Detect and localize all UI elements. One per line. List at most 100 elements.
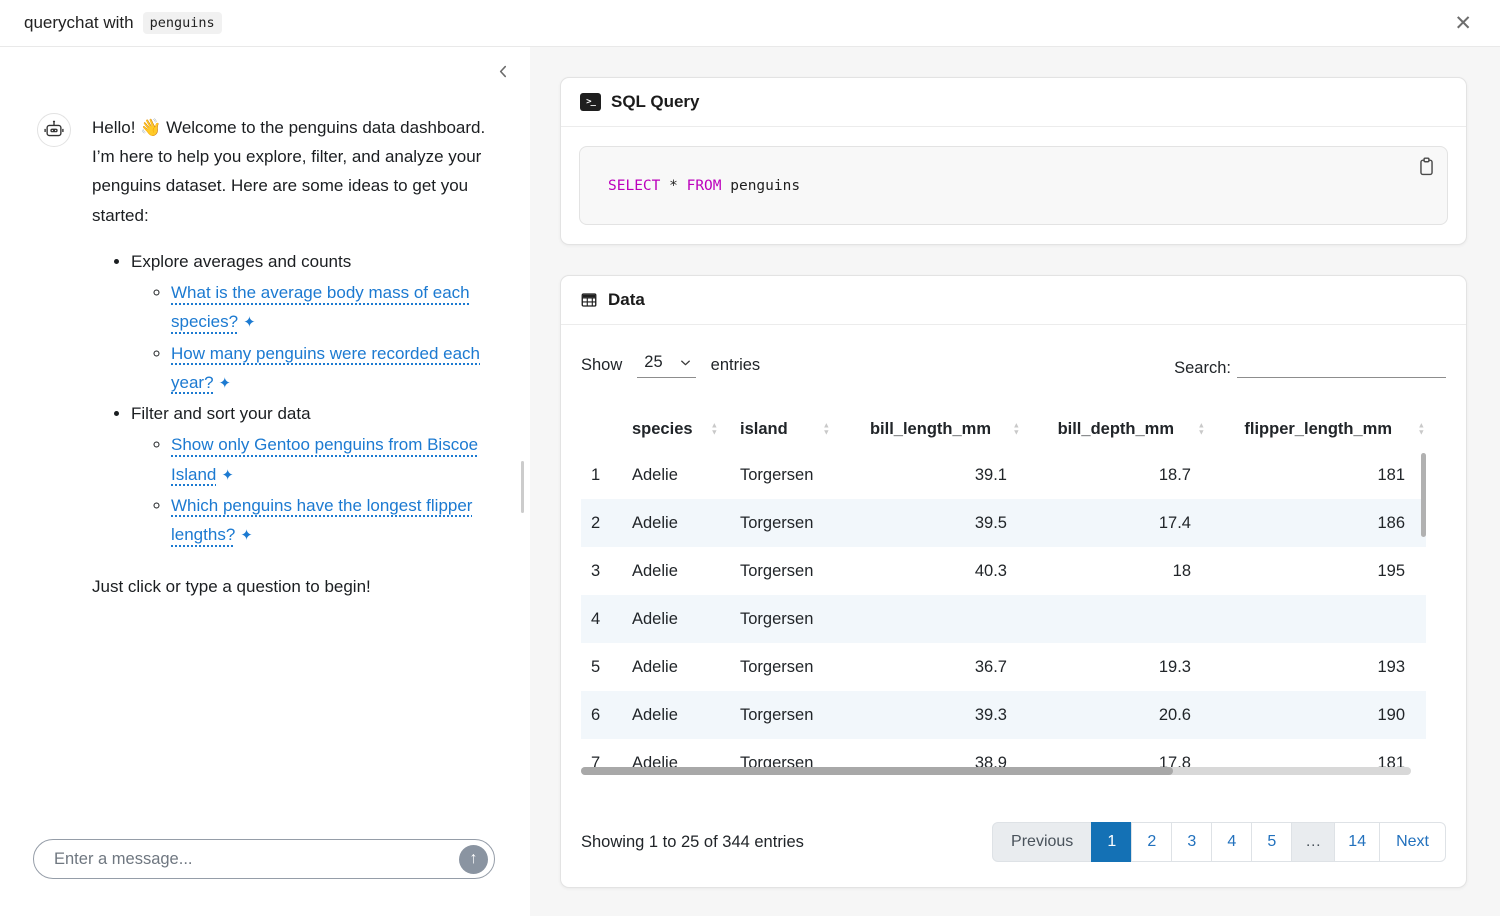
page-length-control: Show 25 entries [581, 353, 760, 378]
table-cell: 39.3 [974, 705, 1007, 724]
table-cell: Adelie [632, 513, 678, 532]
chat-message-input[interactable] [52, 848, 459, 870]
table-cell: Torgersen [740, 753, 814, 768]
page-button-previous: Previous [992, 822, 1093, 862]
send-message-button[interactable]: ↑ [459, 844, 488, 874]
search-label: Search: [1174, 359, 1231, 377]
search-input[interactable] [1237, 352, 1446, 378]
column-header-label: bill_length_mm [869, 419, 991, 438]
sql-card-body: SELECT * FROM penguins [561, 127, 1466, 244]
suggestion-item: What is the average body mass of each sp… [171, 278, 506, 336]
table-cell: Adelie [632, 561, 678, 580]
table-cell: 193 [1377, 657, 1405, 676]
table-cell: Adelie [632, 609, 678, 628]
column-header-species[interactable]: species ▲ ▼ [631, 407, 719, 451]
sort-icon: ▲ ▼ [1417, 420, 1425, 436]
table-cell: 40.3 [974, 561, 1007, 580]
page-button-14[interactable]: 14 [1334, 822, 1381, 862]
column-header-flipper_length_mm[interactable]: flipper_length_mm ▲ ▼ [1206, 407, 1426, 451]
suggestion-item: How many penguins were recorded each yea… [171, 339, 506, 397]
page-button-next[interactable]: Next [1379, 822, 1446, 862]
chat-message-area: Hello! 👋 Welcome to the penguins data da… [0, 47, 530, 602]
column-header-bill_length_mm[interactable]: bill_length_mm ▲ ▼ [831, 407, 1021, 451]
sql-card-title: SQL Query [611, 92, 700, 111]
data-table-body: 1 Adelie Torgersen 39.1 18.7 181 2 Adelie Torger… [581, 451, 1426, 767]
table-cell: 17.8 [1158, 753, 1191, 768]
table-cell: 6 [591, 705, 601, 724]
sql-keyword: SELECT [608, 177, 661, 194]
table-cell: 17.4 [1158, 513, 1191, 532]
table-cell: 39.5 [974, 513, 1007, 532]
data-card: Data Show 25 entries Search: [560, 275, 1467, 888]
suggestion-link[interactable]: Which penguins have the longest flipper … [171, 496, 472, 544]
sql-text: * [660, 177, 687, 194]
sparkle-icon: ✦ [243, 314, 256, 332]
page-button-1[interactable]: 1 [1091, 822, 1133, 862]
table-cell: 38.9 [974, 753, 1007, 768]
table-cell [831, 595, 1021, 643]
sidebar-resize-handle[interactable] [521, 461, 524, 513]
chat-sidebar: Hello! 👋 Welcome to the penguins data da… [0, 47, 530, 916]
sort-icon: ▲ ▼ [1012, 420, 1020, 436]
sidebar-collapse-icon[interactable] [493, 61, 514, 85]
table-cell: 18.7 [1158, 465, 1191, 484]
data-table: species ▲ ▼ island ▲ ▼ bill_length_mm ▲ ▼ bill_de… [581, 407, 1426, 775]
show-label: Show [581, 355, 623, 374]
table-cell: Torgersen [740, 609, 814, 628]
sort-icon: ▲ ▼ [822, 420, 830, 436]
table-footer: Showing 1 to 25 of 344 entries Previous 1… [561, 822, 1466, 887]
close-icon[interactable]: ✕ [1450, 11, 1476, 36]
table-cell: 18 [1172, 561, 1191, 580]
page-length-select[interactable]: 25 [637, 353, 696, 378]
column-header-label: species [632, 419, 693, 438]
column-header-island[interactable]: island ▲ ▼ [719, 407, 831, 451]
pagination: Previous 1 2 3 4 5… 14 Next [992, 822, 1446, 862]
sql-query-card: >_ SQL Query SELECT * FROM penguins [560, 77, 1467, 245]
sql-code-text: SELECT * FROM penguins [608, 178, 800, 194]
copy-icon[interactable] [1415, 154, 1438, 182]
table-horizontal-scrollbar-thumb[interactable] [581, 767, 1173, 775]
table-cell: Torgersen [740, 657, 814, 676]
column-header-label: flipper_length_mm [1244, 419, 1392, 438]
suggestion-link[interactable]: What is the average body mass of each sp… [171, 283, 470, 331]
column-header-rownum [581, 407, 631, 451]
table-row: 5 Adelie Torgersen 36.7 19.3 193 [581, 643, 1426, 691]
table-horizontal-scrollbar-track[interactable] [581, 767, 1411, 775]
sort-icon: ▲ ▼ [1197, 420, 1205, 436]
page-button-5[interactable]: 5 [1251, 822, 1293, 862]
entries-label: entries [710, 355, 761, 374]
chevron-down-icon [680, 359, 690, 365]
table-cell: 39.1 [974, 465, 1007, 484]
sql-keyword: FROM [686, 177, 722, 194]
page-button-4[interactable]: 4 [1211, 822, 1253, 862]
suggestion-link[interactable]: Show only Gentoo penguins from Biscoe Is… [171, 435, 478, 483]
arrow-up-icon: ↑ [469, 850, 478, 867]
table-cell: 36.7 [974, 657, 1007, 676]
sql-card-header: >_ SQL Query [561, 78, 1466, 127]
sparkle-icon: ✦ [218, 374, 232, 392]
table-search-control: Search: [1174, 352, 1446, 378]
suggestion-item: Which penguins have the longest flipper … [171, 491, 506, 549]
column-header-bill_depth_mm[interactable]: bill_depth_mm ▲ ▼ [1021, 407, 1206, 451]
sparkle-icon: ✦ [240, 527, 253, 545]
data-table-header: species ▲ ▼ island ▲ ▼ bill_length_mm ▲ ▼ bill_de… [581, 407, 1426, 451]
table-cell: Adelie [632, 465, 678, 484]
table-cell: 195 [1377, 561, 1405, 580]
table-cell: 3 [591, 561, 601, 580]
data-card-header: Data [561, 276, 1466, 325]
table-row: 4 Adelie Torgersen [581, 595, 1426, 643]
table-vertical-scrollbar[interactable] [1421, 453, 1426, 537]
page-button-…: … [1291, 822, 1336, 862]
bot-avatar [37, 113, 71, 147]
table-cell: Torgersen [740, 561, 814, 580]
table-cell: 4 [591, 609, 601, 628]
bot-message: Hello! 👋 Welcome to the penguins data da… [92, 113, 506, 602]
page-button-2[interactable]: 2 [1131, 822, 1173, 862]
app-title-bar: querychat with penguins ✕ [0, 0, 1500, 47]
table-cell: 186 [1377, 513, 1405, 532]
table-cell: 181 [1377, 753, 1405, 768]
suggestion-link[interactable]: How many penguins were recorded each yea… [171, 344, 480, 392]
table-cell: Torgersen [740, 513, 814, 532]
table-header-row: species ▲ ▼ island ▲ ▼ bill_length_mm ▲ ▼ bill_de… [581, 407, 1426, 451]
page-button-3[interactable]: 3 [1171, 822, 1213, 862]
